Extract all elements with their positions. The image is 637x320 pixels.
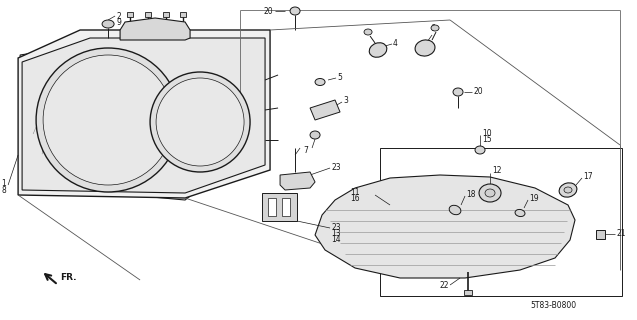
Bar <box>268 198 276 216</box>
Ellipse shape <box>364 29 372 35</box>
Text: 19: 19 <box>529 194 539 203</box>
Bar <box>127 12 133 17</box>
Text: 10: 10 <box>482 129 492 138</box>
Text: 13: 13 <box>331 228 341 237</box>
Text: 8: 8 <box>1 186 6 195</box>
Ellipse shape <box>479 184 501 202</box>
Ellipse shape <box>310 131 320 139</box>
Polygon shape <box>315 175 575 278</box>
Text: 1: 1 <box>1 179 6 188</box>
Ellipse shape <box>431 25 439 31</box>
Circle shape <box>43 55 173 185</box>
Text: 15: 15 <box>482 134 492 143</box>
Ellipse shape <box>315 78 325 85</box>
Bar <box>596 230 605 239</box>
Polygon shape <box>120 18 190 40</box>
Bar <box>464 290 472 295</box>
Text: 12: 12 <box>492 165 501 174</box>
Circle shape <box>150 72 250 172</box>
Text: 5T83-B0800: 5T83-B0800 <box>530 300 576 309</box>
Polygon shape <box>18 30 270 198</box>
Text: 20: 20 <box>264 6 273 15</box>
Circle shape <box>36 48 180 192</box>
Text: 20: 20 <box>473 86 483 95</box>
Polygon shape <box>280 172 315 190</box>
Text: 21: 21 <box>616 228 626 237</box>
Polygon shape <box>310 100 340 120</box>
Text: 22: 22 <box>440 282 449 291</box>
Circle shape <box>156 78 244 166</box>
Text: 7: 7 <box>303 146 308 155</box>
Ellipse shape <box>564 187 572 193</box>
Bar <box>380 148 622 296</box>
Polygon shape <box>20 30 230 200</box>
Bar <box>163 12 169 17</box>
Ellipse shape <box>415 40 435 56</box>
Ellipse shape <box>559 183 577 197</box>
Text: 23: 23 <box>331 222 341 231</box>
Bar <box>145 12 151 17</box>
Ellipse shape <box>515 210 525 217</box>
Ellipse shape <box>290 7 300 15</box>
Ellipse shape <box>102 20 114 28</box>
Text: 23: 23 <box>331 163 341 172</box>
Text: 2: 2 <box>116 12 121 20</box>
Text: 9: 9 <box>116 18 121 27</box>
Text: 17: 17 <box>583 172 592 180</box>
Polygon shape <box>22 38 265 193</box>
Text: FR.: FR. <box>60 273 76 282</box>
Ellipse shape <box>369 43 387 57</box>
Text: 18: 18 <box>466 189 476 198</box>
Bar <box>262 193 297 221</box>
Bar <box>282 198 290 216</box>
Ellipse shape <box>475 146 485 154</box>
Text: 5: 5 <box>337 73 342 82</box>
Text: 16: 16 <box>350 194 360 203</box>
Ellipse shape <box>485 189 495 197</box>
Text: 6: 6 <box>430 23 435 33</box>
Bar <box>180 12 186 17</box>
Text: 11: 11 <box>350 188 360 196</box>
Ellipse shape <box>453 88 463 96</box>
Ellipse shape <box>449 205 461 215</box>
Text: 14: 14 <box>331 235 341 244</box>
Text: 3: 3 <box>343 95 348 105</box>
Text: 4: 4 <box>393 38 398 47</box>
